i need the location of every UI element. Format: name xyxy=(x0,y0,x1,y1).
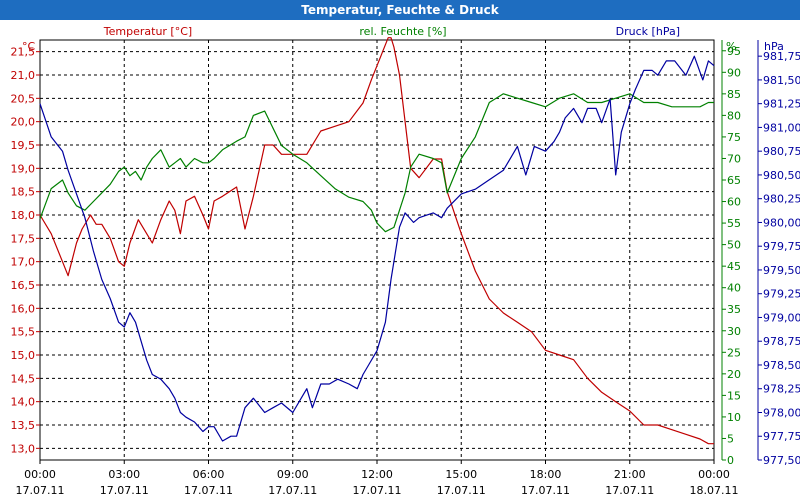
humidity-tick-label: 20 xyxy=(727,368,741,381)
pressure-tick-label: 980,75 xyxy=(763,145,800,158)
temperature-tick-label: 16,0 xyxy=(11,302,36,315)
time-tick-label: 00:00 xyxy=(24,468,56,481)
date-tick-label: 18.07.11 xyxy=(690,484,739,497)
humidity-tick-label: 5 xyxy=(727,432,734,445)
time-tick-label: 12:00 xyxy=(361,468,393,481)
temperature-tick-label: 18,5 xyxy=(11,186,36,199)
pressure-line xyxy=(39,55,715,442)
humidity-tick-label: 0 xyxy=(727,454,734,467)
pressure-tick-label: 980,50 xyxy=(763,169,800,182)
temperature-tick-label: 19,5 xyxy=(11,139,36,152)
time-tick-label: 18:00 xyxy=(530,468,562,481)
temperature-tick-label: 17,5 xyxy=(11,232,36,245)
pressure-tick-label: 979,00 xyxy=(763,311,800,324)
time-tick-label: 06:00 xyxy=(193,468,225,481)
time-tick-label: 09:00 xyxy=(277,468,309,481)
pressure-tick-label: 979,75 xyxy=(763,240,800,253)
temperature-tick-label: 20,0 xyxy=(11,116,36,129)
humidity-tick-label: 10 xyxy=(727,411,741,424)
date-tick-label: 17.07.11 xyxy=(353,484,402,497)
temperature-unit: °C xyxy=(22,40,36,53)
time-tick-label: 00:00 xyxy=(698,468,730,481)
humidity-tick-label: 90 xyxy=(727,66,741,79)
pressure-tick-label: 981,25 xyxy=(763,98,800,111)
humidity-tick-label: 80 xyxy=(727,109,741,122)
temperature-tick-label: 13,5 xyxy=(11,419,36,432)
temperature-tick-label: 19,0 xyxy=(11,162,36,175)
pressure-tick-label: 978,75 xyxy=(763,335,800,348)
humidity-tick-label: 40 xyxy=(727,282,741,295)
pressure-tick-label: 977,75 xyxy=(763,430,800,443)
date-tick-label: 17.07.11 xyxy=(437,484,486,497)
temperature-tick-label: 14,5 xyxy=(11,372,36,385)
humidity-axis-ticks: 0 5 10 15 20 25 30 35 40 45 50 55 60 65 70 75 80 85 90 95 xyxy=(722,45,741,467)
pressure-tick-label: 978,00 xyxy=(763,406,800,419)
temperature-tick-label: 15,5 xyxy=(11,326,36,339)
date-tick-label: 17.07.11 xyxy=(605,484,654,497)
grid xyxy=(40,40,714,460)
pressure-tick-label: 979,50 xyxy=(763,264,800,277)
temperature-tick-label: 20,5 xyxy=(11,92,36,105)
humidity-unit: % xyxy=(726,40,736,53)
time-tick-label: 03:00 xyxy=(108,468,140,481)
pressure-tick-label: 979,25 xyxy=(763,288,800,301)
pressure-tick-label: 981,00 xyxy=(763,121,800,134)
pressure-tick-label: 977,50 xyxy=(763,454,800,467)
series-lines xyxy=(39,37,715,445)
pressure-axis-ticks: 977,50 977,75 978,00 978,25 978,50 978,75 979,… xyxy=(758,50,800,467)
humidity-line xyxy=(39,93,714,233)
temperature-tick-label: 21,5 xyxy=(11,46,36,59)
humidity-tick-label: 55 xyxy=(727,217,741,230)
temperature-tick-label: 18,0 xyxy=(11,209,36,222)
pressure-unit: hPa xyxy=(764,40,784,53)
humidity-tick-label: 70 xyxy=(727,152,741,165)
pressure-tick-label: 981,75 xyxy=(763,50,800,63)
humidity-tick-label: 15 xyxy=(727,389,741,402)
pressure-tick-label: 978,25 xyxy=(763,383,800,396)
temperature-axis-label: Temperatur [°C] xyxy=(103,25,192,38)
date-tick-label: 17.07.11 xyxy=(521,484,570,497)
humidity-tick-label: 95 xyxy=(727,45,741,58)
humidity-tick-label: 65 xyxy=(727,174,741,187)
temperature-tick-label: 14,0 xyxy=(11,396,36,409)
temperature-tick-label: 16,5 xyxy=(11,279,36,292)
chart-title: Temperatur, Feuchte & Druck xyxy=(0,0,800,20)
temperature-axis-ticks: 13,0 13,5 14,0 14,5 15,0 15,5 16,0 16,5 17,0 17,5… xyxy=(11,46,40,455)
pressure-axis-label: Druck [hPa] xyxy=(616,25,680,38)
date-tick-label: 17.07.11 xyxy=(184,484,233,497)
pressure-tick-label: 980,25 xyxy=(763,193,800,206)
humidity-tick-label: 30 xyxy=(727,325,741,338)
time-tick-label: 15:00 xyxy=(445,468,477,481)
humidity-tick-label: 60 xyxy=(727,196,741,209)
temperature-tick-label: 17,0 xyxy=(11,256,36,269)
humidity-tick-label: 45 xyxy=(727,260,741,273)
time-tick-label: 21:00 xyxy=(614,468,646,481)
time-axis-ticks: 00:00 17.07.11 03:00 17.07.11 06:00 17.07.11 0… xyxy=(16,460,739,497)
humidity-tick-label: 50 xyxy=(727,239,741,252)
temperature-tick-label: 13,0 xyxy=(11,442,36,455)
temperature-tick-label: 15,0 xyxy=(11,349,36,362)
date-tick-label: 17.07.11 xyxy=(100,484,149,497)
temperature-line xyxy=(39,37,714,445)
pressure-tick-label: 980,00 xyxy=(763,216,800,229)
humidity-axis-label: rel. Feuchte [%] xyxy=(359,25,446,38)
humidity-tick-label: 35 xyxy=(727,303,741,316)
temperature-tick-label: 21,0 xyxy=(11,69,36,82)
humidity-tick-label: 85 xyxy=(727,88,741,101)
pressure-tick-label: 981,50 xyxy=(763,74,800,87)
pressure-tick-label: 978,50 xyxy=(763,359,800,372)
humidity-tick-label: 25 xyxy=(727,346,741,359)
date-tick-label: 17.07.11 xyxy=(16,484,65,497)
humidity-tick-label: 75 xyxy=(727,131,741,144)
date-tick-label: 17.07.11 xyxy=(268,484,317,497)
